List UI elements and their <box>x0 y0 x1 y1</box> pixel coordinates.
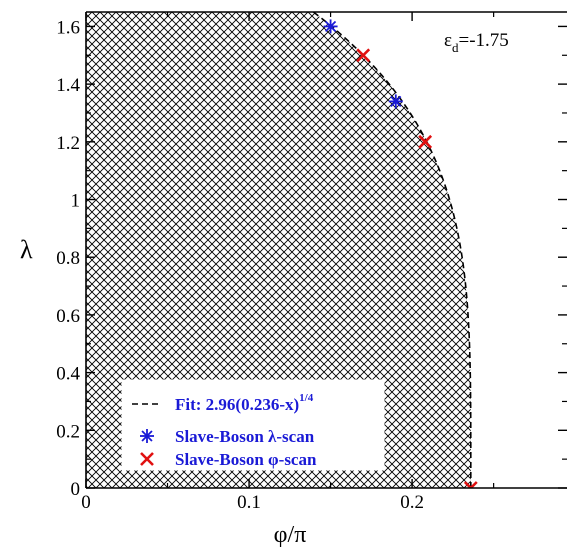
lambda-scan-point <box>388 94 403 109</box>
legend-phi-scan-label: Slave-Boson φ-scan <box>175 450 317 469</box>
lambda-scan-point <box>323 19 338 34</box>
legend-cross-marker <box>140 452 154 466</box>
legend: Fit: 2.96(0.236-x)1/4 Slave-Boson λ-scan… <box>121 379 385 471</box>
y-tick-label: 1 <box>71 191 81 212</box>
legend-fit-exponent: 1/4 <box>299 392 314 404</box>
phi-scan-point <box>356 48 371 63</box>
y-tick-label: 1.6 <box>56 17 80 38</box>
annotation-subscript: d <box>452 40 459 55</box>
x-axis-title: φ/π <box>274 522 307 548</box>
y-tick-label: 1.4 <box>56 75 80 96</box>
legend-box <box>121 379 385 471</box>
fit-curve <box>312 12 472 488</box>
legend-fit-name: Fit: 2.96(0.236-x) <box>175 395 299 414</box>
x-tick-label: 0.1 <box>237 492 261 513</box>
hatched-region <box>86 12 471 488</box>
plot-frame <box>85 11 567 489</box>
x-tick-label: 0 <box>81 492 91 513</box>
y-axis-title: λ <box>20 235 33 264</box>
legend-cross-swatch <box>140 452 154 466</box>
legend-asterisk-swatch <box>140 429 154 443</box>
y-tick-label: 0.4 <box>56 364 80 385</box>
y-tick-label: 0.6 <box>56 306 80 327</box>
annotation-symbol: ε <box>444 30 452 51</box>
x-tick-label: 0.2 <box>400 492 424 513</box>
y-tick-label: 0.8 <box>56 248 80 269</box>
energy-annotation: εd=-1.75 <box>444 30 509 55</box>
legend-fit-label: Fit: 2.96(0.236-x)1/4 <box>175 392 314 414</box>
annotation-value: =-1.75 <box>458 30 508 51</box>
legend-asterisk-marker <box>140 429 154 443</box>
legend-lambda-scan-label: Slave-Boson λ-scan <box>175 427 315 446</box>
y-tick-label: 0 <box>71 479 81 500</box>
y-tick-label: 0.2 <box>56 421 80 442</box>
phi-scan-point <box>418 134 433 149</box>
y-tick-label: 1.2 <box>56 133 80 154</box>
phi-scan-point <box>463 481 478 488</box>
